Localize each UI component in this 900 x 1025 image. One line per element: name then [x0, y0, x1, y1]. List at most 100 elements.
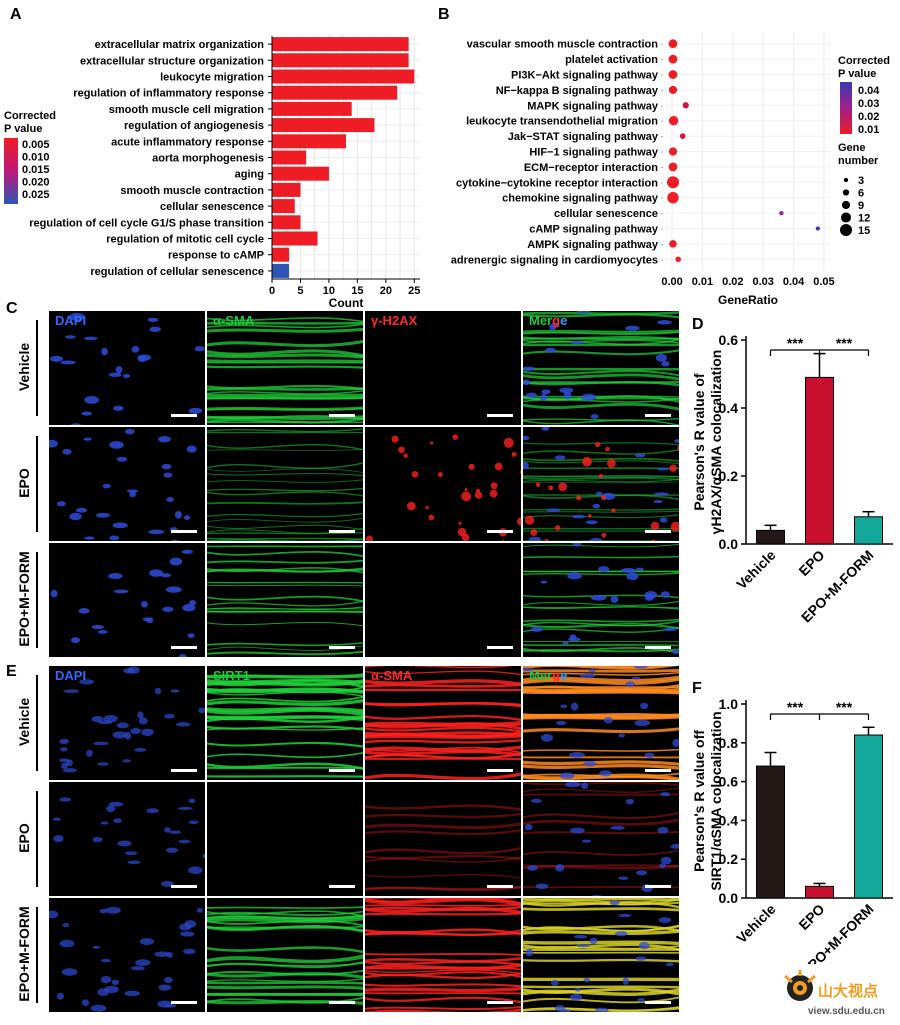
channel-label: DAPI — [55, 668, 87, 683]
data-point — [667, 192, 679, 204]
bar — [854, 734, 883, 899]
tick-label: 0.05 — [813, 276, 834, 288]
tick: · — [661, 132, 664, 141]
micrograph-tile — [206, 426, 364, 542]
scale-bar — [487, 885, 513, 888]
row-divider — [36, 436, 38, 532]
micrograph-tile — [364, 542, 522, 658]
category-label: cellular senescence — [160, 201, 264, 213]
micrograph-texture — [365, 898, 521, 1012]
scale-bar — [329, 885, 355, 888]
legend-tick-label: 0.005 — [22, 139, 50, 151]
bar — [805, 376, 834, 545]
category-label: smooth muscle contraction — [120, 185, 264, 197]
x-axis-label: GeneRatio — [718, 293, 778, 307]
watermark-url: view.sdu.edu.cn — [808, 1006, 885, 1017]
row-label: EPO+M-FORM — [16, 551, 32, 647]
legend-title: Corrected — [838, 55, 890, 67]
scale-bar — [171, 769, 197, 772]
panel-a-bar-chart: extracellular matrix organization extrace… — [4, 36, 420, 310]
category-label: vascular smooth muscle contraction — [467, 39, 659, 51]
data-point — [682, 102, 689, 109]
scale-bar — [329, 769, 355, 772]
scale-bar — [645, 1001, 671, 1004]
micrograph-texture — [523, 543, 679, 654]
size-legend-label: 3 — [858, 175, 864, 187]
tick-label: 0.04 — [783, 276, 805, 288]
data-point — [679, 133, 686, 139]
row-label: Vehicle — [16, 342, 32, 392]
tick: · — [661, 117, 664, 126]
category-label: chemokine signaling pathway — [502, 193, 659, 205]
micrograph-texture — [207, 317, 363, 424]
channel-label-part: Mer — [529, 668, 553, 683]
tick: · — [661, 240, 664, 249]
micrograph-tile: SIRT1 — [206, 665, 364, 781]
channel-label: γ-H2AX — [371, 313, 418, 328]
channel-label-part: g — [552, 313, 561, 328]
bar — [272, 101, 352, 116]
bar — [272, 37, 409, 52]
tick: · — [661, 86, 664, 95]
tick: · — [661, 148, 664, 157]
micrograph-texture — [523, 666, 679, 780]
micrograph-tile — [48, 426, 206, 542]
scale-bar — [487, 1001, 513, 1004]
category-label: aging — [235, 169, 264, 181]
tick: · — [661, 55, 664, 64]
channel-label-part: e — [560, 668, 568, 683]
category-label: AMPK signaling pathway — [527, 239, 659, 251]
legend-tick-label: 0.015 — [22, 164, 50, 176]
tick-label: 0.6 — [719, 332, 739, 348]
scale-bar — [645, 530, 671, 533]
scale-bar — [487, 769, 513, 772]
channel-label: α-SMA — [371, 668, 413, 683]
tick: · — [661, 163, 664, 172]
bar — [272, 182, 301, 197]
legend-tick-label: 0.010 — [22, 152, 50, 164]
panel-letter-e: E — [6, 663, 17, 680]
size-legend-title: Gene — [838, 142, 866, 154]
legend-colorbar — [4, 138, 18, 204]
y-axis-label: SIRT1/αSMA colocalization — [708, 711, 724, 890]
category-label: regulation of cell cycle G1/S phase tran… — [29, 217, 264, 229]
micrograph-texture — [52, 797, 205, 887]
scale-bar — [171, 530, 197, 533]
data-point — [815, 226, 821, 231]
category-label: adrenergic signaling in cardiomyocytes — [451, 254, 658, 266]
size-legend-dot — [842, 189, 850, 196]
legend-tick-label: 0.020 — [22, 177, 50, 189]
size-legend-label: 15 — [858, 225, 870, 237]
micrograph-texture — [523, 427, 679, 541]
size-legend-label: 6 — [858, 188, 864, 200]
bar — [272, 118, 375, 133]
tick-label: 0.2 — [719, 468, 739, 484]
micrograph-tile — [206, 781, 364, 897]
channel-label: SIRT1 — [213, 668, 250, 683]
tick: · — [661, 40, 664, 49]
tick-label: 0.02 — [722, 276, 743, 288]
channel-label-part: e — [560, 313, 568, 328]
row-divider — [36, 907, 38, 1003]
category-label: leukocyte migration — [160, 72, 264, 84]
tick-label: 0.4 — [719, 400, 739, 416]
scale-bar — [487, 646, 513, 649]
channel-label-part: g — [552, 668, 561, 683]
category-label: extracellular structure organization — [80, 55, 264, 67]
category-label: cAMP signaling pathway — [529, 224, 659, 236]
category-label: acute inflammatory response — [111, 136, 264, 148]
scale-bar — [645, 885, 671, 888]
micrograph-tile — [48, 897, 206, 1013]
micrograph-texture — [523, 898, 679, 1012]
bar — [854, 516, 883, 545]
micrograph-tile — [48, 781, 206, 897]
category-label: Jak−STAT signaling pathway — [508, 131, 659, 143]
micrograph-tile — [522, 897, 680, 1013]
tick-label: 0.03 — [752, 276, 773, 288]
tick-label: 0.00 — [661, 276, 682, 288]
tick-label: 5 — [297, 285, 303, 297]
panel-b-dot-plot: vascular smooth muscle contraction ·plate… — [451, 32, 890, 307]
legend-title: P value — [4, 123, 42, 135]
bar — [272, 231, 318, 246]
